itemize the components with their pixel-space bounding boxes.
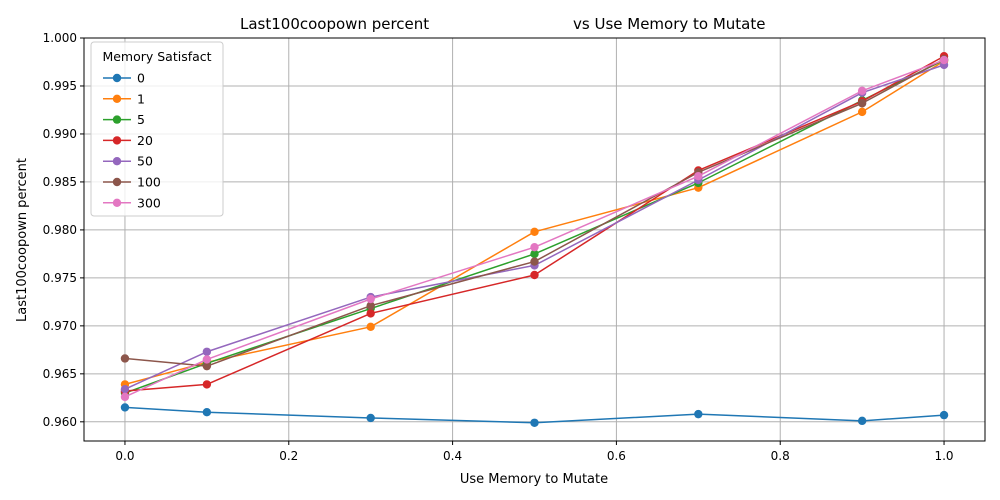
x-tick-label: 1.0 <box>934 449 953 463</box>
legend-box <box>90 41 224 217</box>
legend-marker-50 <box>112 157 122 166</box>
axis-ticks: 0.0 0.2 0.4 0.6 0.8 1.0 0.960 0.965 0.970 0.975 0.… <box>43 31 954 463</box>
data-point-100 <box>530 257 539 266</box>
series-300 <box>120 55 949 402</box>
chart-title-left: Last100coopown percent <box>240 15 429 33</box>
data-point-0 <box>530 418 539 427</box>
legend-marker-5 <box>112 115 122 124</box>
y-tick-label: 0.970 <box>43 319 77 333</box>
legend-entry-0: 0 <box>103 71 145 86</box>
data-point-1 <box>366 322 375 332</box>
legend: Memory Satisfact 0 1 5 20 50 100 300 <box>90 41 224 217</box>
data-point-0 <box>120 403 130 412</box>
legend-entry-1: 1 <box>103 91 145 106</box>
legend-marker-300 <box>112 198 122 207</box>
x-axis-label: Use Memory to Mutate <box>460 472 608 487</box>
data-point-0 <box>694 409 703 419</box>
data-point-300 <box>939 55 949 65</box>
data-point-300 <box>120 392 130 402</box>
y-tick-label: 0.965 <box>43 367 77 381</box>
data-point-1 <box>857 107 867 117</box>
legend-entry-100: 100 <box>103 175 161 190</box>
y-tick-label: 0.975 <box>43 271 77 285</box>
legend-title: Memory Satisfact <box>102 49 211 64</box>
data-point-100 <box>202 361 212 371</box>
data-point-5 <box>530 249 539 259</box>
plot-frame <box>83 37 986 442</box>
y-tick-label: 0.960 <box>43 415 77 429</box>
legend-entry-20: 20 <box>103 133 153 148</box>
data-point-300 <box>857 86 867 95</box>
y-tick-label: 0.990 <box>43 127 77 141</box>
legend-label: 50 <box>137 154 153 169</box>
data-point-300 <box>366 294 375 304</box>
legend-label: 5 <box>137 112 145 127</box>
data-point-20 <box>530 270 539 280</box>
legend-entry-50: 50 <box>103 154 153 169</box>
chart-title-right: vs Use Memory to Mutate <box>573 15 765 33</box>
data-point-50 <box>120 384 130 394</box>
legend-label: 100 <box>137 175 161 190</box>
data-point-100 <box>857 99 867 108</box>
x-tick-label: 0.4 <box>443 449 462 463</box>
data-point-0 <box>857 416 867 426</box>
data-point-0 <box>202 408 212 417</box>
legend-entry-5: 5 <box>103 112 145 127</box>
legend-label: 20 <box>137 133 153 148</box>
legend-label: 1 <box>137 91 145 106</box>
legend-marker-0 <box>112 73 122 83</box>
y-tick-label: 0.985 <box>43 175 77 189</box>
data-point-100 <box>366 301 375 310</box>
legend-marker-20 <box>112 136 122 145</box>
data-point-20 <box>202 380 212 389</box>
x-tick-label: 0.8 <box>771 449 790 463</box>
data-point-300 <box>694 171 703 181</box>
x-tick-label: 0.0 <box>115 449 134 463</box>
y-axis-label: Last100coopown percent <box>15 158 30 322</box>
legend-marker-1 <box>112 94 122 104</box>
plot-series <box>120 52 949 427</box>
x-tick-label: 0.2 <box>279 449 298 463</box>
data-point-300 <box>530 242 539 252</box>
data-point-20 <box>366 309 375 318</box>
legend-marker-100 <box>112 177 122 187</box>
data-point-0 <box>939 410 949 420</box>
data-point-0 <box>366 413 375 423</box>
data-point-100 <box>120 354 130 363</box>
legend-entries: 0 1 5 20 50 100 300 <box>103 71 161 210</box>
series-0 <box>120 403 949 427</box>
legend-entry-300: 300 <box>103 195 161 210</box>
x-tick-label: 0.6 <box>607 449 626 463</box>
y-tick-label: 0.995 <box>43 79 77 93</box>
data-point-1 <box>530 227 539 237</box>
y-tick-label: 1.000 <box>43 31 77 45</box>
legend-label: 300 <box>137 195 161 210</box>
y-tick-label: 0.980 <box>43 223 77 237</box>
data-point-50 <box>202 347 212 356</box>
legend-label: 0 <box>137 71 145 86</box>
data-point-300 <box>202 355 212 364</box>
